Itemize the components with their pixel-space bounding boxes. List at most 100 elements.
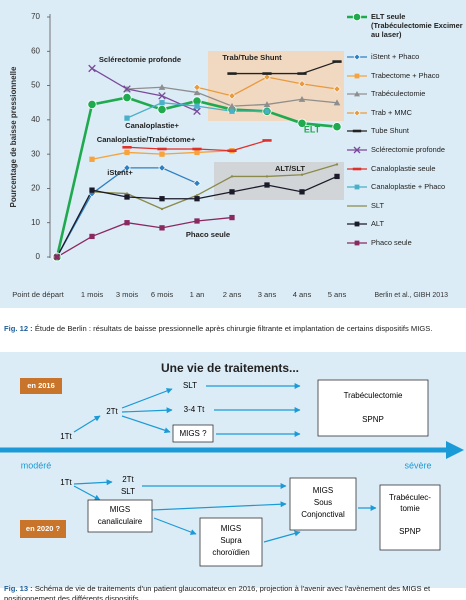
node: Supra [220, 536, 242, 545]
series-line [91, 163, 338, 210]
point [298, 80, 306, 88]
point [298, 95, 306, 102]
node-box [172, 424, 214, 443]
point [89, 156, 95, 162]
arrows [73, 383, 377, 543]
point [157, 104, 167, 115]
node-box [317, 379, 429, 437]
legend-swatch [347, 167, 367, 170]
point [89, 187, 95, 193]
legend-item: SLT [346, 201, 464, 211]
point [297, 118, 307, 128]
legend-item: Canaloplastie + Phaco [346, 182, 464, 192]
legend-swatch [347, 221, 367, 227]
x-tick-label: 3 mois [116, 290, 139, 299]
node: Trabéculec- [389, 493, 431, 502]
series-line [56, 167, 198, 258]
legend-label: iStent + Phaco [371, 52, 420, 61]
node: Trabéculectomie [344, 391, 403, 400]
node: tomie [400, 504, 420, 513]
legend-item: Trabéculectomie [346, 89, 464, 99]
point [158, 92, 166, 100]
x-tick-label: 4 ans [293, 290, 312, 299]
point [87, 99, 97, 110]
year-label: en 2020 ? [26, 524, 61, 533]
legend-label: Canaloplastie seule [371, 163, 436, 173]
node: 2Tt [106, 407, 118, 416]
legend-item: iStent + Phaco [346, 52, 464, 62]
series-line [56, 216, 233, 258]
node: MIGS [110, 505, 130, 514]
point [352, 167, 362, 170]
series-line [91, 67, 198, 112]
legend-item: Phaco seule [346, 238, 464, 248]
point [54, 254, 60, 260]
year-box [20, 378, 62, 394]
point [265, 175, 269, 178]
point [264, 108, 270, 114]
point [124, 115, 130, 121]
point [227, 72, 237, 75]
point [354, 240, 360, 246]
point [228, 92, 236, 100]
legend-swatch [347, 91, 367, 97]
x-tick-label: 2 ans [223, 290, 242, 299]
point [300, 173, 304, 176]
point [263, 101, 271, 108]
y-tick-label: 20 [31, 184, 40, 193]
scale-label: modéré [21, 460, 52, 470]
y-tick-label: 70 [31, 12, 40, 21]
point [193, 89, 201, 96]
y-tick-label: 60 [31, 46, 40, 55]
caption: Fig. 12 : Étude de Berlin : résultats de… [4, 324, 462, 334]
point [125, 192, 129, 195]
node: MIGS [221, 524, 241, 533]
point [89, 233, 95, 240]
node: 3-4 Tt [184, 405, 206, 414]
point [158, 83, 166, 90]
point [229, 214, 235, 221]
legend-label: Sclérectomie profonde [371, 145, 445, 154]
legend: ELT seule (Trabéculectomie Excimer au la… [346, 6, 464, 276]
annotation: Canaloplastie+ [125, 121, 179, 130]
point [194, 103, 200, 109]
point [157, 147, 167, 151]
caption: Fig. 13 : Schéma de vie de traitements d… [4, 584, 462, 600]
legend-swatch [347, 184, 367, 190]
point [193, 83, 201, 92]
node: Sous [314, 498, 332, 507]
legend-label: SLT [371, 200, 385, 210]
node: 1Tt [60, 478, 72, 487]
point [194, 149, 200, 156]
point [194, 196, 200, 202]
point [263, 73, 271, 81]
y-tick-label: 10 [31, 218, 40, 227]
point [299, 189, 305, 195]
point [194, 218, 200, 224]
x-tick-label: Point de départ [12, 290, 64, 299]
node: Conjonctival [301, 510, 345, 519]
point [124, 220, 130, 226]
node: choroïdien [212, 548, 249, 557]
point [160, 207, 164, 211]
caption-label: Fig. 12 : [4, 324, 33, 333]
legend-swatch [347, 109, 367, 117]
point [229, 108, 235, 114]
legend-label: Trab + MMC [371, 107, 412, 117]
annotation: Trab/Tube Shunt [222, 53, 282, 62]
legend-label: ELT seule (Trabéculectomie Excimer au la… [371, 12, 463, 39]
annotation: Phaco seule [186, 230, 230, 239]
chart-panel: Pourcentage de baisse pressionnelle Berl… [0, 0, 466, 308]
point [333, 85, 341, 93]
diagram: Une vie de traitements... en 2016 1Tt 2T… [0, 352, 466, 588]
x-tick-label: 1 an [190, 290, 205, 299]
annotation: iStent+ [107, 168, 133, 177]
point [230, 175, 234, 178]
legend-label: Trabectome + Phaco [371, 70, 440, 80]
legend-item: Trab + MMC [346, 108, 464, 118]
point [158, 164, 166, 172]
legend-swatch [347, 12, 367, 22]
legend-label: Trabéculectomie [371, 89, 426, 99]
point [195, 194, 199, 197]
point [354, 184, 360, 190]
